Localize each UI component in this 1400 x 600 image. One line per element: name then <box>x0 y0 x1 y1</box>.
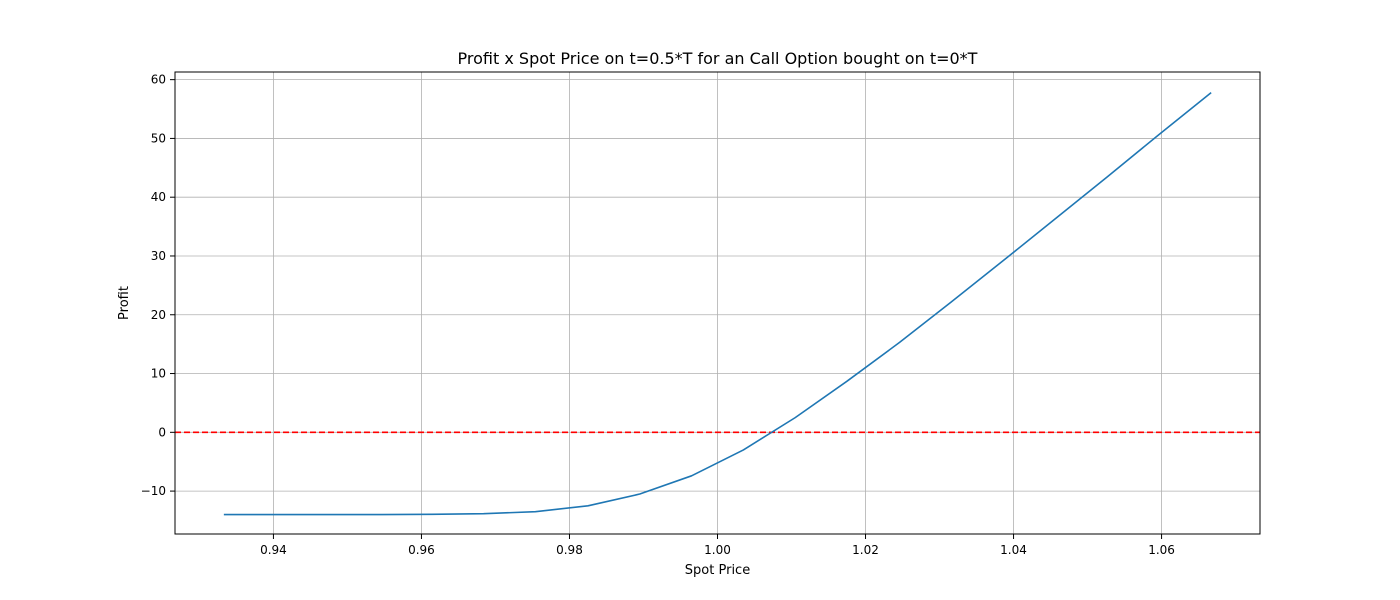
y-tick-label: 0 <box>158 425 166 439</box>
y-tick-label: 10 <box>151 367 166 381</box>
y-ticks: −10 0 10 20 30 40 50 60 <box>141 73 175 498</box>
y-tick-label: 40 <box>151 190 166 204</box>
series-line-profit <box>223 91 1212 516</box>
x-axis-label: Spot Price <box>685 563 750 578</box>
x-ticks: 0.94 0.96 0.98 1.00 1.02 1.04 1.06 <box>260 534 1175 557</box>
x-tick-label: 0.98 <box>556 543 583 557</box>
grid <box>175 72 1260 534</box>
chart-title: Profit x Spot Price on t=0.5*T for an Ca… <box>458 49 978 68</box>
series-lines <box>223 91 1212 516</box>
x-tick-label: 1.00 <box>704 543 731 557</box>
y-tick-label: −10 <box>141 484 166 498</box>
y-axis-label: Profit <box>117 286 132 320</box>
x-tick-label: 1.06 <box>1148 543 1175 557</box>
y-tick-label: 60 <box>151 73 166 87</box>
x-tick-label: 0.94 <box>260 543 287 557</box>
y-tick-label: 20 <box>151 308 166 322</box>
x-tick-label: 0.96 <box>408 543 435 557</box>
x-tick-label: 1.04 <box>1000 543 1027 557</box>
y-tick-label: 30 <box>151 249 166 263</box>
y-tick-label: 50 <box>151 131 166 145</box>
x-tick-label: 1.02 <box>852 543 879 557</box>
